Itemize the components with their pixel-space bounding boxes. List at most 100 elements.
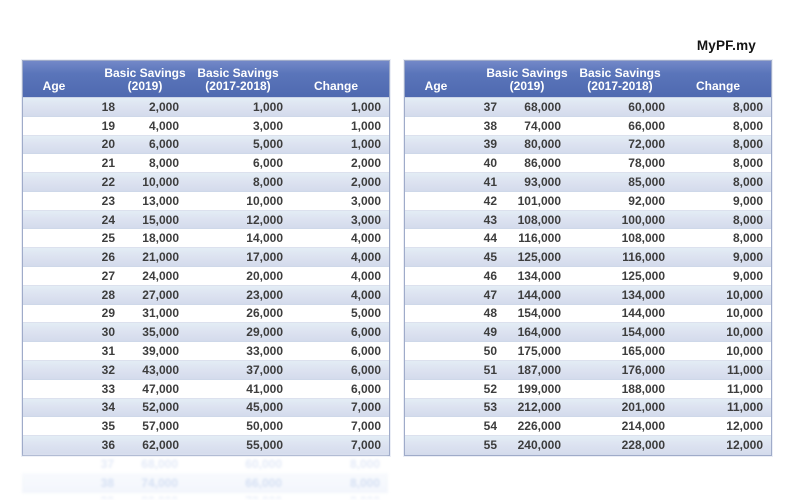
cell-change: 4,000: [350, 287, 381, 302]
cell-change: 11,000: [726, 381, 763, 396]
cell-age: 39: [483, 137, 497, 152]
cell-age: 22: [101, 175, 115, 190]
cell-bs-2019: 39,000: [142, 344, 179, 359]
cell-age: 23: [101, 193, 115, 208]
table-row: 29 31,000 26,000 5,000: [23, 304, 389, 324]
column-header-age: Age: [424, 79, 448, 93]
table-row: 55 240,000 228,000 12,000: [405, 436, 771, 455]
cell-change: 7,000: [350, 419, 381, 434]
column-header-change: Change: [695, 79, 740, 93]
cell-age: 26: [101, 250, 115, 265]
cell-age: 38: [483, 118, 497, 133]
cell-bs-2017-2018: 3,000: [252, 118, 283, 133]
column-header-change: Change: [313, 79, 358, 93]
cell-bs-2017-2018: 92,000: [628, 193, 665, 208]
cell-change: 10,000: [726, 325, 763, 340]
cell-age: 36: [101, 438, 115, 453]
table-ages-18-36: Age Basic Savings (2019) Basic Savings (2017…: [22, 60, 390, 499]
table-row: 47 144,000 134,000 10,000: [405, 285, 771, 305]
cell-bs-2019: 43,000: [142, 362, 179, 377]
cell-age: 52: [483, 381, 497, 396]
table-row: 37 68,000 60,000 8,000: [405, 98, 771, 117]
cell-bs-2019: 68,000: [141, 456, 178, 471]
column-header-age: Age: [42, 79, 66, 93]
cell-change: 7,000: [350, 438, 381, 453]
cell-bs-2019: 134,000: [517, 268, 561, 283]
cell-bs-2017-2018: 5,000: [252, 137, 283, 152]
cell-bs-2017-2018: 1,000: [252, 99, 283, 114]
table-row: 23 13,000 10,000 3,000: [23, 191, 389, 211]
cell-age: 35: [101, 419, 115, 434]
cell-bs-2019: 125,000: [517, 250, 561, 265]
cell-bs-2019: 15,000: [142, 212, 179, 227]
cell-change: 6,000: [350, 344, 381, 359]
cell-change: 3,000: [350, 193, 381, 208]
cell-bs-2019: 18,000: [142, 231, 179, 246]
cell-bs-2019: 212,000: [517, 400, 561, 415]
table-row: 33 47,000 41,000 6,000: [23, 379, 389, 399]
cell-age: 40: [483, 156, 497, 171]
cell-bs-2017-2018: 33,000: [246, 344, 283, 359]
cell-bs-2017-2018: 20,000: [246, 268, 283, 283]
cell-bs-2017-2018: 10,000: [246, 193, 283, 208]
cell-change: 10,000: [726, 306, 763, 321]
cell-bs-2017-2018: 85,000: [628, 175, 665, 190]
faded-reflection-rows: 3768,00060,0008,0003874,00066,0008,00039…: [22, 455, 388, 499]
cell-change: 8,000: [292, 493, 388, 499]
cell-change: 6,000: [350, 381, 381, 396]
cell-change: 10,000: [726, 287, 763, 302]
cell-age: 43: [483, 212, 497, 227]
cell-bs-2017-2018: 23,000: [246, 287, 283, 302]
cell-bs-2019: 31,000: [142, 306, 179, 321]
table-row: 50 175,000 165,000 10,000: [405, 342, 771, 361]
table-row: 35 57,000 50,000 7,000: [23, 417, 389, 437]
table-row: 26 21,000 17,000 4,000: [23, 248, 389, 268]
table-row: 21 8,000 6,000 2,000: [23, 154, 389, 174]
table-ages-37-55: Age Basic Savings (2019) Basic Savings (2017…: [404, 60, 772, 456]
cell-change: 10,000: [726, 344, 763, 359]
cell-age: 51: [483, 362, 497, 377]
table-row: 44 116,000 108,000 8,000: [405, 229, 771, 249]
cell-bs-2017-2018: 12,000: [246, 212, 283, 227]
cell-bs-2017-2018: 72,000: [190, 493, 292, 499]
cell-bs-2017-2018: 41,000: [246, 381, 283, 396]
cell-bs-2017-2018: 37,000: [246, 362, 283, 377]
cell-age: 48: [483, 306, 497, 321]
column-header-bs-2017-2018: Basic Savings (2017-2018): [579, 66, 661, 93]
cell-bs-2017-2018: 144,000: [621, 306, 665, 321]
cell-age: 41: [483, 175, 497, 190]
table-row: 18 2,000 1,000 1,000: [23, 98, 389, 117]
cell-bs-2017-2018: 60,000: [245, 456, 282, 471]
cell-bs-2019: 80,000: [122, 493, 190, 499]
cell-bs-2019: 68,000: [524, 99, 561, 114]
column-header-bs-2019: Basic Savings (2019): [104, 66, 186, 93]
cell-bs-2019: 164,000: [517, 325, 561, 340]
cell-bs-2017-2018: 8,000: [252, 175, 283, 190]
cell-bs-2017-2018: 228,000: [621, 438, 665, 453]
cell-age: 42: [483, 193, 497, 208]
cell-change: 8,000: [349, 475, 380, 490]
cell-change: 11,000: [726, 400, 763, 415]
cell-age: 19: [101, 118, 115, 133]
cell-bs-2019: 116,000: [518, 231, 561, 246]
cell-bs-2017-2018: 14,000: [246, 231, 283, 246]
cell-change: 2,000: [350, 156, 381, 171]
cell-age: 46: [483, 268, 497, 283]
cell-change: 4,000: [350, 250, 381, 265]
table-row: 40 86,000 78,000 8,000: [405, 154, 771, 174]
cell-bs-2017-2018: 165,000: [621, 344, 665, 359]
cell-bs-2017-2018: 100,000: [621, 212, 665, 227]
table-row: 37 68,000 60,000 8,000: [22, 455, 388, 474]
table-row: 22 10,000 8,000 2,000: [23, 173, 389, 192]
cell-bs-2019: 47,000: [142, 381, 179, 396]
cell-age: 25: [101, 231, 115, 246]
cell-change: 9,000: [732, 193, 763, 208]
cell-bs-2017-2018: 66,000: [628, 118, 665, 133]
table-row: 46 134,000 125,000 9,000: [405, 267, 771, 286]
cell-bs-2019: 27,000: [142, 287, 179, 302]
cell-change: 1,000: [350, 99, 381, 114]
cell-bs-2019: 101,000: [517, 193, 561, 208]
table-row: 43 108,000 100,000 8,000: [405, 210, 771, 230]
cell-change: 9,000: [732, 268, 763, 283]
